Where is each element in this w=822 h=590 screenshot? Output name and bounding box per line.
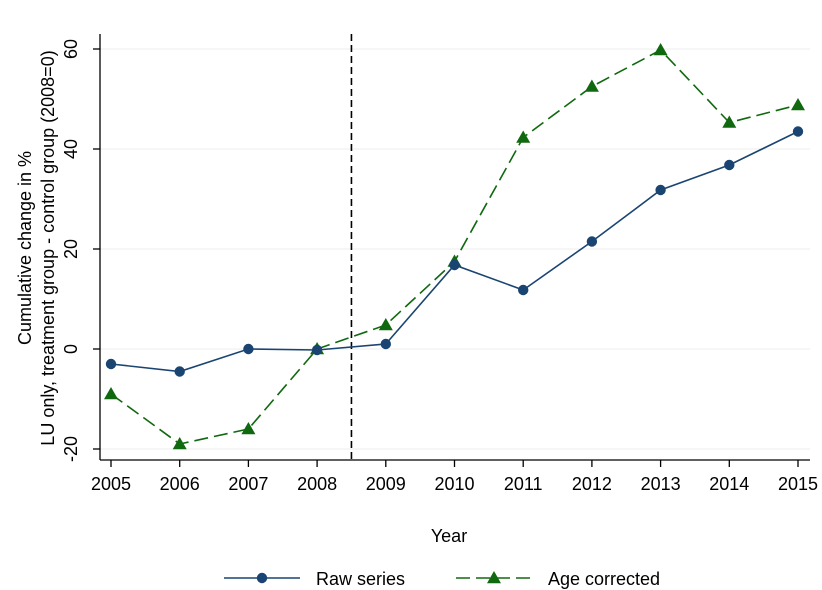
- x-tick-label: 2014: [709, 474, 749, 494]
- series-age-corrected: [104, 43, 805, 450]
- data-point-raw-series: [792, 126, 804, 137]
- data-point-raw-series: [518, 284, 529, 296]
- data-point-raw-series: [380, 338, 391, 350]
- y-axis-label-line-1: Cumulative change in %: [15, 151, 35, 345]
- y-tick-label: -20: [61, 436, 81, 462]
- series-group: [104, 43, 805, 450]
- x-tick-label: 2010: [434, 474, 474, 494]
- legend-label-raw-series: Raw series: [316, 569, 405, 589]
- axis-labels: Year Cumulative change in % LU only, tre…: [15, 50, 467, 546]
- x-tick-label: 2013: [641, 474, 681, 494]
- gridlines: [100, 48, 810, 450]
- series-raw-series: [105, 126, 804, 377]
- legend-item-age-corrected: Age corrected: [456, 569, 660, 589]
- data-point-age-corrected: [241, 422, 256, 435]
- x-tick-label: 2005: [91, 474, 131, 494]
- x-tick-label: 2006: [160, 474, 200, 494]
- data-point-raw-series: [586, 236, 598, 247]
- data-point-age-corrected: [378, 318, 393, 331]
- data-point-age-corrected: [516, 130, 531, 143]
- y-tick-label: 60: [61, 39, 81, 59]
- x-axis-label: Year: [431, 526, 467, 546]
- data-point-raw-series: [105, 358, 117, 370]
- data-point-age-corrected: [584, 79, 599, 92]
- x-tick-label: 2007: [228, 474, 268, 494]
- data-point-age-corrected: [722, 115, 737, 128]
- data-point-age-corrected: [104, 387, 118, 400]
- legend: Raw series Age corrected: [224, 569, 660, 589]
- data-point-age-corrected: [172, 437, 187, 450]
- data-point-raw-series: [174, 366, 185, 377]
- data-point-raw-series: [243, 343, 254, 355]
- x-tick-label: 2015: [778, 474, 818, 494]
- axes: -20 0 20 40 60 2005 2006 2007 2008 2009 2010 2011 20…: [61, 34, 818, 494]
- series-line-raw-series: [110, 130, 799, 373]
- data-point-age-corrected: [791, 98, 805, 111]
- y-tick-label: 20: [61, 239, 81, 259]
- data-point-raw-series: [449, 259, 460, 271]
- data-point-raw-series: [311, 344, 323, 356]
- data-point-raw-series: [655, 184, 666, 196]
- legend-item-raw-series: Raw series: [224, 569, 405, 589]
- y-tick-label: 0: [61, 344, 81, 354]
- legend-marker-raw-series: [256, 572, 268, 584]
- x-tick-label: 2009: [366, 474, 406, 494]
- data-point-raw-series: [724, 159, 735, 171]
- y-tick-label: 40: [61, 139, 81, 159]
- legend-marker-age-corrected: [487, 571, 501, 584]
- y-axis-label-line-2: LU only, treatment group - control group…: [38, 50, 58, 445]
- legend-label-age-corrected: Age corrected: [548, 569, 660, 589]
- x-tick-label: 2011: [504, 474, 543, 494]
- data-point-age-corrected: [653, 43, 668, 56]
- x-tick-label: 2012: [572, 474, 612, 494]
- x-tick-label: 2008: [297, 474, 337, 494]
- series-line-age-corrected: [110, 49, 799, 445]
